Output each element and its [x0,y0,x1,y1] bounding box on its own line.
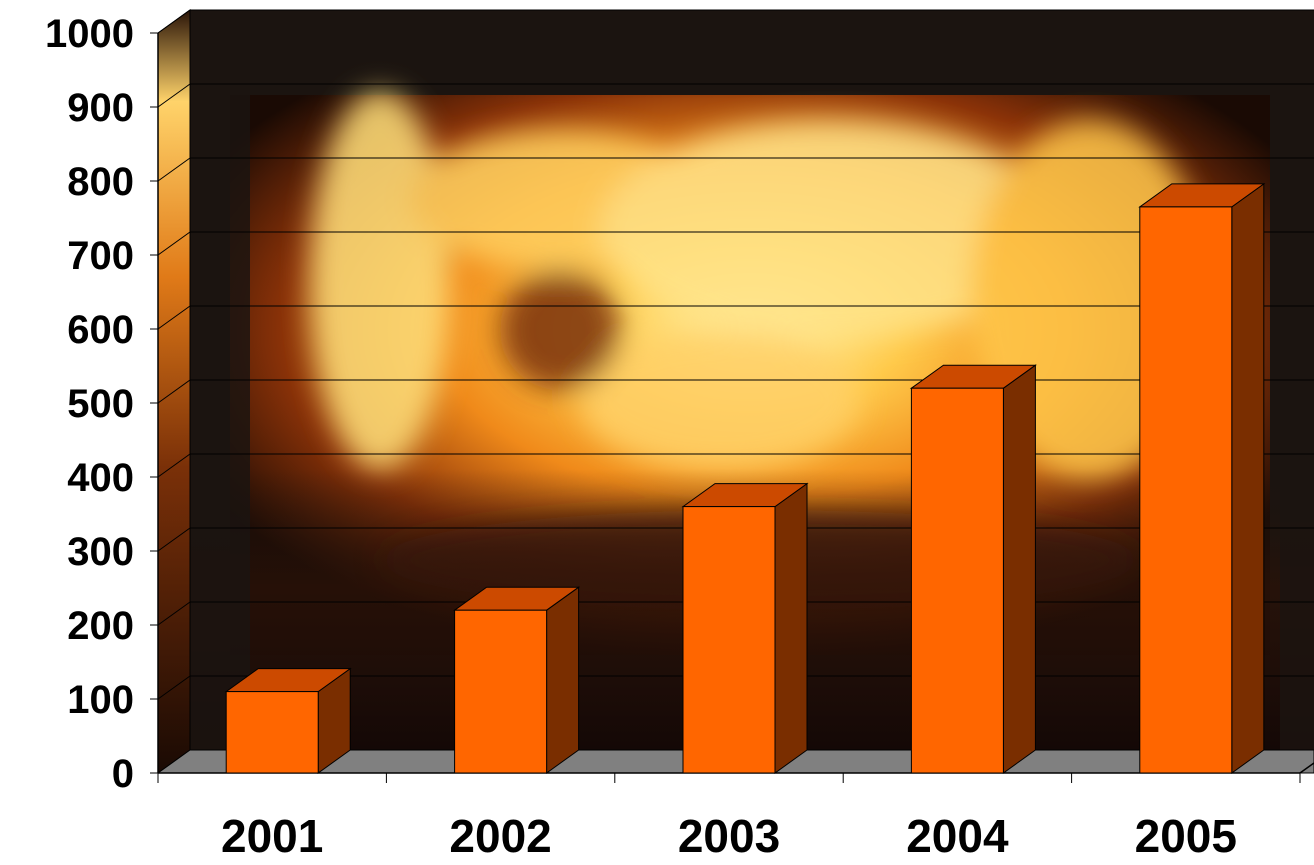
y-tick-label: 200 [67,604,134,648]
x-tick-label: 2005 [1135,810,1237,860]
bar-2004 [909,364,1037,774]
y-tick-label: 700 [67,234,134,278]
bar-side [1002,364,1036,774]
bar-front [454,609,548,774]
gridline [157,9,191,34]
gridline [157,305,191,330]
gridline [157,675,191,700]
gridline [157,379,191,404]
x-tick-label: 2003 [678,810,780,860]
bar-2002 [453,586,581,774]
bar-front [225,691,319,774]
bar-side [1231,182,1265,774]
bar-front [682,506,776,774]
x-tick-label: 2004 [906,810,1009,860]
x-axis-end [1299,762,1314,774]
y-tick-label: 400 [67,456,134,500]
y-tick-label: 900 [67,86,134,130]
gridline [157,453,191,478]
y-tick-label: 1000 [45,12,134,56]
bar-side [546,586,580,774]
y-tick-label: 600 [67,308,134,352]
bar-side [774,482,808,774]
y-tick-label: 800 [67,160,134,204]
x-tick-label: 2001 [221,810,323,860]
bar-2001 [224,667,352,774]
y-tick-label: 500 [67,382,134,426]
bar-front [910,387,1004,774]
y-tick-label: 0 [112,752,134,796]
gridline [157,231,191,256]
gridline [157,527,191,552]
x-tick-label: 2002 [449,810,551,860]
bar-front [1139,206,1233,774]
bar-2005 [1138,182,1266,774]
bar-2003 [681,482,809,774]
y-tick-label: 100 [67,678,134,722]
gridline [157,83,191,108]
gridline [157,601,191,626]
y-tick-label: 300 [67,530,134,574]
gridline [157,157,191,182]
